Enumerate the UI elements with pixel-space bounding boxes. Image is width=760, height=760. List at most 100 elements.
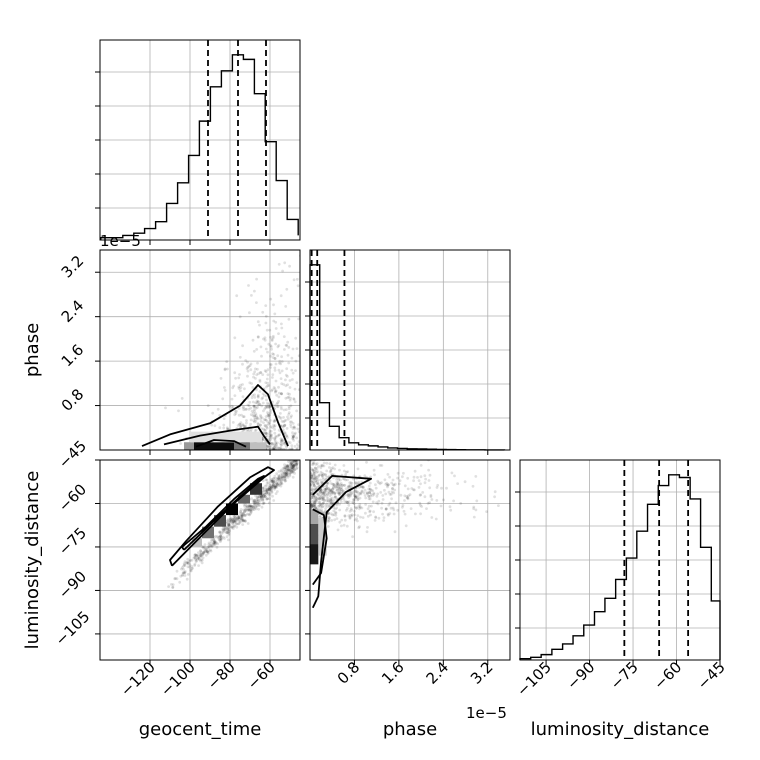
luminosity_distance-vs-geocent_time-sample-point (240, 515, 244, 518)
luminosity_distance-vs-geocent_time-sample-point (227, 523, 231, 526)
luminosity_distance-vs-geocent_time-sample-point (251, 499, 255, 502)
luminosity_distance-vs-phase-sample-point (331, 487, 335, 491)
luminosity_distance-vs-geocent_time-sample-point (271, 479, 274, 483)
luminosity_distance-vs-geocent_time-sample-point (279, 468, 283, 472)
phase-vs-geocent_time-sample-point (309, 92, 312, 95)
luminosity_distance-vs-geocent_time-sample-point (213, 541, 217, 544)
luminosity_distance-vs-geocent_time-sample-point (262, 491, 265, 495)
luminosity_distance-vs-geocent_time-sample-point (264, 491, 268, 495)
luminosity_distance-vs-geocent_time-sample-point (262, 493, 265, 497)
phase-vs-geocent_time-sample-point (291, 422, 295, 425)
luminosity_distance-vs-geocent_time-sample-point (265, 478, 269, 482)
luminosity_distance-vs-geocent_time-sample-point (203, 548, 207, 552)
luminosity_distance-vs-phase-sample-point (382, 516, 386, 519)
luminosity_distance-vs-geocent_time-sample-point (241, 514, 244, 518)
frames-layer: −120−100 −80 −60 0.8 1.6 2.4 3.2 −105 −90 −75 −60−… (52, 39, 729, 700)
luminosity_distance-vs-geocent_time-sample-point (272, 483, 275, 486)
luminosity_distance-vs-phase-sample-point (459, 502, 463, 505)
luminosity_distance-vs-phase-sample-point (493, 490, 497, 494)
phase-vs-geocent_time-sample-point (269, 345, 273, 349)
luminosity_distance-vs-geocent_time-sample-point (193, 556, 197, 559)
luminosity_distance-vs-phase-sample-point (334, 511, 337, 514)
phase-vs-geocent_time-sample-point (238, 422, 241, 426)
luminosity_distance-vs-phase-sample-point (310, 505, 313, 509)
luminosity_distance-vs-geocent_time-density-0 (250, 483, 262, 495)
luminosity_distance-vs-geocent_time-sample-point (201, 553, 205, 556)
luminosity_distance-vs-phase-sample-point (332, 476, 335, 480)
luminosity_distance-vs-phase-sample-point (311, 469, 315, 472)
luminosity_distance-vs-phase-sample-point (334, 483, 338, 486)
luminosity_distance-vs-geocent_time-sample-point (248, 509, 251, 513)
luminosity_distance-vs-geocent_time-sample-point (277, 484, 281, 487)
luminosity_distance-vs-geocent_time-sample-point (290, 463, 294, 466)
luminosity_distance-vs-phase-sample-point (430, 516, 434, 519)
luminosity_distance-vs-phase-sample-point (314, 498, 318, 501)
luminosity_distance-vs-geocent_time-sample-point (227, 523, 231, 527)
luminosity_distance-vs-geocent_time-sample-point (213, 539, 216, 543)
phase-vs-geocent_time-sample-point (279, 440, 283, 443)
luminosity_distance-vs-phase-sample-point (353, 518, 357, 522)
phase-vs-geocent_time-sample-point (295, 409, 298, 413)
phase-vs-geocent_time-sample-point (282, 420, 286, 424)
luminosity_distance-vs-geocent_time-sample-point (239, 517, 243, 521)
luminosity_distance-vs-geocent_time-sample-point (286, 464, 289, 468)
luminosity_distance-vs-geocent_time-sample-point (232, 515, 236, 519)
luminosity_distance-vs-phase-sample-point (353, 505, 357, 509)
phase-vs-geocent_time-sample-point (233, 394, 237, 397)
luminosity_distance-vs-geocent_time-sample-point (270, 480, 274, 484)
phase-vs-geocent_time-sample-point (223, 386, 226, 389)
luminosity_distance-vs-phase-sample-point (323, 493, 327, 496)
phase-vs-geocent_time-sample-point (254, 377, 257, 380)
luminosity_distance-vs-phase-sample-point (310, 483, 313, 486)
luminosity_distance-vs-phase-sample-point (410, 487, 414, 490)
phase-vs-geocent_time-sample-point (292, 278, 296, 282)
phase-vs-geocent_time-sample-point (256, 320, 260, 324)
luminosity_distance-vs-geocent_time-sample-point (238, 518, 241, 521)
luminosity_distance-vs-phase-sample-point (343, 514, 347, 518)
luminosity_distance-vs-phase-sample-point (338, 483, 342, 486)
luminosity_distance-vs-phase-sample-point (347, 496, 351, 499)
luminosity_distance-vs-phase-sample-point (310, 474, 313, 477)
luminosity_distance-vs-geocent_time-sample-point (186, 573, 190, 576)
phase-vs-geocent_time-sample-point (264, 347, 268, 351)
phase-vs-geocent_time-sample-point (294, 336, 298, 340)
luminosity_distance-vs-geocent_time-sample-point (292, 465, 295, 469)
phase-vs-geocent_time-sample-point (261, 396, 265, 400)
luminosity_distance-vs-phase-sample-point (393, 482, 397, 486)
phase-vs-geocent_time-sample-point (262, 421, 265, 424)
luminosity_distance-vs-geocent_time-sample-point (249, 508, 253, 511)
luminosity_distance-vs-geocent_time-sample-point (254, 494, 257, 498)
phase-vs-geocent_time-sample-point (261, 392, 265, 396)
phase-vs-geocent_time-density-3 (250, 442, 266, 450)
phase-vs-geocent_time-sample-point (206, 404, 210, 407)
luminosity_distance-hist-step (519, 474, 721, 660)
luminosity_distance-vs-geocent_time-sample-point (226, 526, 230, 530)
phase-vs-geocent_time-sample-point (237, 385, 241, 389)
luminosity_distance-vs-phase-sample-point (329, 482, 333, 485)
phase-vs-geocent_time-sample-point (264, 394, 268, 398)
luminosity_distance-vs-geocent_time-sample-point (285, 469, 289, 473)
luminosity_distance-vs-phase-sample-point (392, 483, 396, 487)
phase-vs-geocent_time-sample-point (268, 363, 272, 366)
luminosity_distance-vs-phase-sample-point (320, 492, 324, 495)
luminosity_distance-vs-phase-sample-point (330, 490, 334, 494)
luminosity_distance-vs-phase-sample-point (318, 497, 321, 501)
phase-vs-geocent_time-sample-point (295, 277, 299, 281)
luminosity_distance-vs-phase-sample-point (372, 468, 376, 472)
luminosity_distance-vs-geocent_time-sample-point (271, 494, 274, 498)
phase-vs-geocent_time-sample-point (301, 390, 304, 393)
luminosity_distance-vs-phase-sample-point (310, 503, 313, 506)
phase-vs-geocent_time-sample-point (272, 319, 276, 323)
luminosity_distance-vs-phase-sample-point (319, 489, 323, 492)
luminosity_distance-vs-geocent_time-sample-point (230, 525, 234, 529)
luminosity_distance-vs-geocent_time-sample-point (183, 564, 187, 567)
luminosity_distance-vs-phase-sample-point (398, 479, 402, 482)
phase-vs-geocent_time-sample-point (264, 418, 268, 422)
phase-vs-geocent_time-sample-point (280, 447, 284, 450)
phase-hist-frame (309, 249, 511, 451)
luminosity_distance-vs-geocent_time-sample-point (279, 482, 283, 485)
luminosity_distance-vs-phase-sample-point (423, 495, 427, 499)
luminosity_distance-vs-phase-sample-point (318, 509, 322, 512)
luminosity_distance-vs-geocent_time-sample-point (252, 501, 256, 505)
luminosity_distance-vs-geocent_time-sample-point (198, 552, 202, 556)
